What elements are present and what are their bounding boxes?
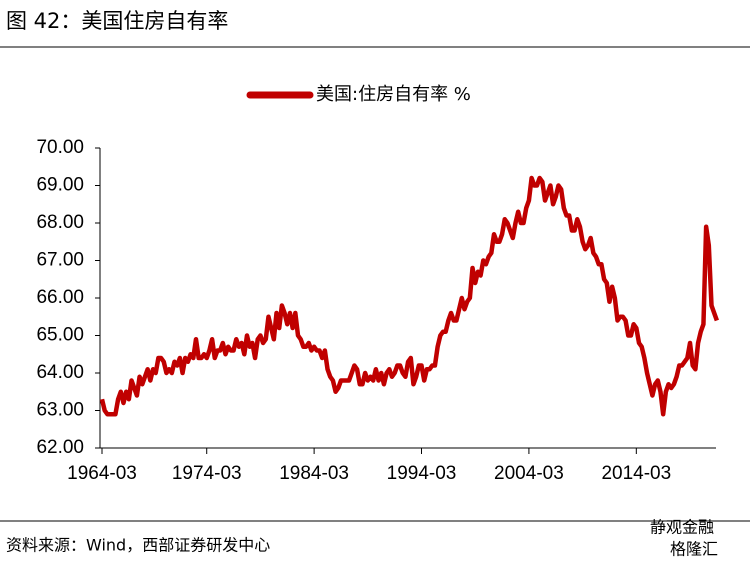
x-tick-label: 2004-03 (494, 463, 564, 484)
y-tick-label: 64.00 (36, 362, 84, 383)
figure-title: 图 42：美国住房自有率 (6, 9, 228, 33)
data-line (99, 175, 719, 417)
x-tick-label: 1974-03 (172, 463, 242, 484)
x-tick-label: 2014-03 (601, 463, 671, 484)
y-tick-label: 62.00 (36, 437, 84, 458)
x-tick-label: 1994-03 (387, 463, 457, 484)
source-note: 资料来源：Wind，西部证券研发中心 (6, 536, 270, 555)
y-tick-label: 70.00 (36, 137, 84, 158)
legend-label: 美国:住房自有率 % (316, 84, 471, 105)
y-tick-label: 67.00 (36, 250, 84, 271)
y-tick-label: 63.00 (36, 400, 84, 421)
y-tick-label: 65.00 (36, 325, 84, 346)
watermark: 静观金融 (650, 518, 714, 537)
y-tick-label: 68.00 (36, 212, 84, 233)
y-tick-label: 66.00 (36, 287, 84, 308)
x-tick-label: 1964-03 (67, 463, 137, 484)
y-tick-label: 69.00 (36, 175, 84, 196)
x-tick-label: 1984-03 (279, 463, 349, 484)
watermark: 格隆汇 (670, 540, 718, 559)
